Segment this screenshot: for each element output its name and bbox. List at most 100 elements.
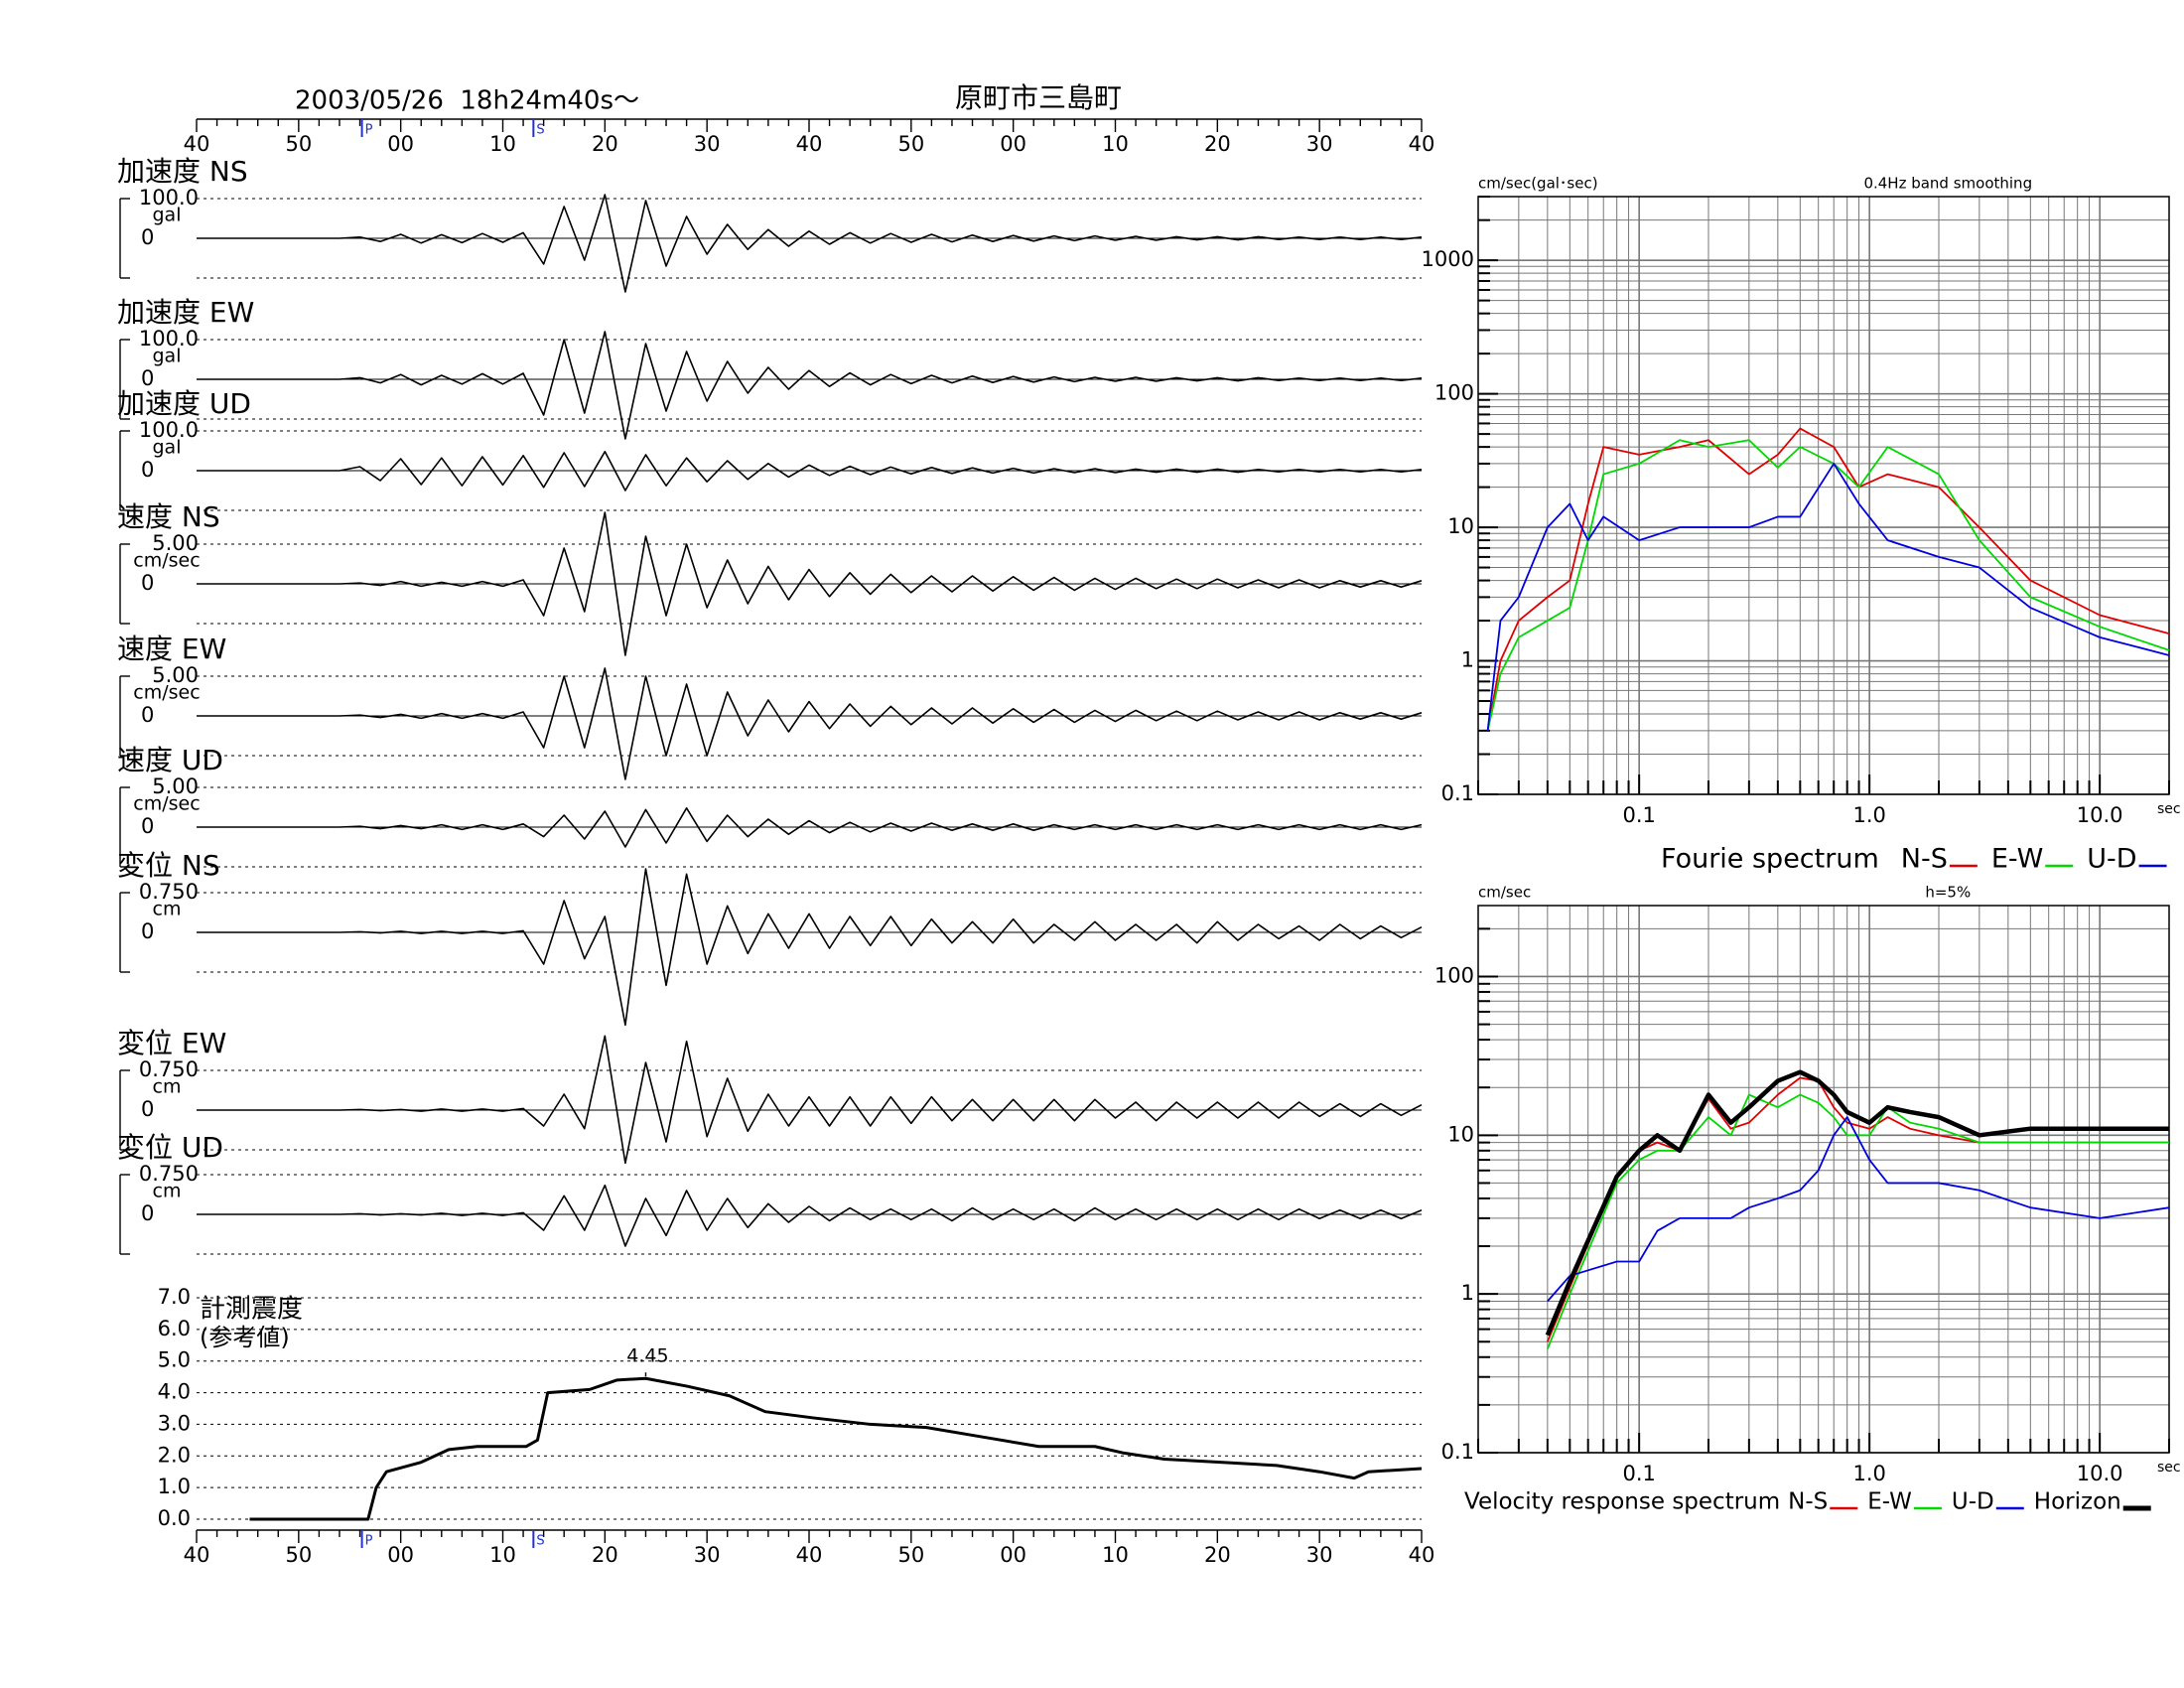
trace-unit: cm/sec — [133, 682, 200, 704]
plot-annotation: h=5% — [1925, 884, 1971, 902]
trace-title: 加速度 NS — [117, 155, 248, 188]
x-tick-label: 50 — [897, 132, 924, 156]
waveform-trace — [197, 1184, 1423, 1247]
intensity-line — [249, 1376, 1423, 1521]
x-tick-label: 20 — [592, 132, 618, 156]
x-axis-unit: sec — [2157, 801, 2181, 817]
trace-unit: cm/sec — [133, 793, 200, 815]
legend-label: N-S — [1901, 844, 1948, 875]
chart-title: 計測震度 — [200, 1295, 303, 1325]
y-tick-label: 0 — [141, 919, 154, 943]
x-tick-label: 0.1 — [1622, 803, 1655, 827]
y-tick-label: 5.0 — [158, 1348, 191, 1372]
record-datetime: 2003/05/26 18h24m40s〜 — [295, 86, 639, 116]
x-tick-label: 40 — [184, 132, 210, 156]
legend-label: N-S — [1788, 1489, 1828, 1515]
y-tick-label: 5.00 — [152, 774, 199, 798]
y-tick-label: 3.0 — [158, 1411, 191, 1435]
y-tick-label: 0 — [141, 1201, 154, 1225]
x-tick-label: 50 — [897, 1543, 924, 1567]
x-tick-label: 00 — [387, 1543, 414, 1567]
plot-frame — [1477, 196, 2170, 795]
trace-title: 変位 UD — [117, 1131, 223, 1164]
y-tick-label: 100.0 — [139, 327, 199, 351]
trace-unit: gal — [153, 437, 182, 459]
legend-label: U-D — [2087, 844, 2136, 875]
x-tick-label: 1.0 — [1852, 1462, 1885, 1485]
y-tick-label: 0 — [141, 225, 154, 249]
y-tick-label: 100.0 — [139, 186, 199, 210]
spectrum-line — [1547, 1093, 2169, 1349]
legend-title: Fourie spectrum — [1661, 844, 1879, 875]
trace-title: 速度 UD — [117, 744, 223, 776]
spectrum-line — [1486, 463, 2170, 731]
trace-unit: cm — [153, 1181, 182, 1202]
trace-unit: cm — [153, 899, 182, 920]
y-tick-label: 2.0 — [158, 1443, 191, 1467]
waveform-trace — [197, 667, 1423, 780]
y-tick-label: 10 — [1447, 1122, 1474, 1146]
waveform-trace — [197, 868, 1423, 1027]
y-tick-label: 0 — [141, 571, 154, 595]
trace-unit: gal — [153, 205, 182, 226]
x-tick-label: 40 — [796, 132, 823, 156]
trace-unit: gal — [153, 346, 182, 367]
peak-label: 4.45 — [626, 1345, 668, 1367]
waveform-trace — [197, 511, 1423, 656]
x-tick-label: 30 — [1306, 132, 1333, 156]
trace-title: 速度 EW — [117, 633, 226, 665]
spectrum-line — [1547, 1116, 2170, 1303]
y-axis-unit: cm/sec — [1478, 884, 1531, 902]
spectrum-line — [1486, 439, 2170, 732]
trace-title: 変位 NS — [117, 849, 220, 882]
plot-frame — [1477, 905, 2170, 1454]
trace-unit: cm — [153, 1076, 182, 1098]
waveform-trace — [197, 807, 1423, 848]
waveform-trace — [197, 1035, 1423, 1165]
x-tick-label: 50 — [285, 1543, 312, 1567]
y-tick-label: 0 — [141, 366, 154, 390]
x-tick-label: 0.1 — [1622, 1462, 1655, 1485]
y-tick-label: 0.750 — [139, 880, 199, 904]
y-tick-label: 0 — [141, 703, 154, 727]
x-tick-label: 50 — [285, 132, 312, 156]
y-tick-label: 0 — [141, 814, 154, 838]
plot-annotation: 0.4Hz band smoothing — [1863, 175, 2032, 193]
y-tick-label: 0.0 — [158, 1506, 191, 1530]
y-tick-label: 100 — [1434, 381, 1474, 405]
x-tick-label: 30 — [694, 1543, 721, 1567]
x-tick-label: 20 — [1204, 1543, 1231, 1567]
trace-title: 速度 NS — [117, 500, 220, 533]
y-tick-label: 0.750 — [139, 1162, 199, 1186]
spectrum-line — [1547, 1076, 2169, 1342]
x-tick-label: 10 — [489, 1543, 516, 1567]
legend-title: Velocity response spectrum — [1464, 1489, 1780, 1515]
trace-title: 加速度 UD — [117, 387, 251, 420]
spectrum-line — [1545, 1069, 2169, 1336]
legend-label: E-W — [1867, 1489, 1912, 1515]
x-tick-label: 00 — [1000, 1543, 1026, 1567]
x-tick-label: 10 — [1102, 132, 1129, 156]
x-tick-label: 10.0 — [2077, 803, 2123, 827]
trace-title: 加速度 EW — [117, 296, 254, 329]
x-tick-label: 1.0 — [1852, 803, 1885, 827]
y-tick-label: 0.1 — [1441, 1440, 1474, 1464]
y-tick-label: 0 — [141, 458, 154, 482]
x-tick-label: 20 — [592, 1543, 618, 1567]
y-tick-label: 0.1 — [1441, 781, 1474, 805]
waveform-trace — [197, 451, 1423, 492]
legend-label: Horizon — [2034, 1489, 2121, 1515]
y-tick-label: 5.00 — [152, 663, 199, 687]
x-tick-label: 30 — [1306, 1543, 1333, 1567]
y-axis-unit: cm/sec(gal･sec) — [1478, 175, 1598, 193]
y-tick-label: 5.00 — [152, 531, 199, 555]
waveform-trace — [197, 331, 1423, 440]
legend-label: U-D — [1952, 1489, 1994, 1515]
trace-unit: cm/sec — [133, 550, 200, 572]
trace-title: 変位 EW — [117, 1027, 226, 1059]
legend-label: E-W — [1991, 844, 2043, 875]
y-tick-label: 1 — [1461, 1281, 1474, 1305]
y-tick-label: 1000 — [1422, 247, 1474, 271]
